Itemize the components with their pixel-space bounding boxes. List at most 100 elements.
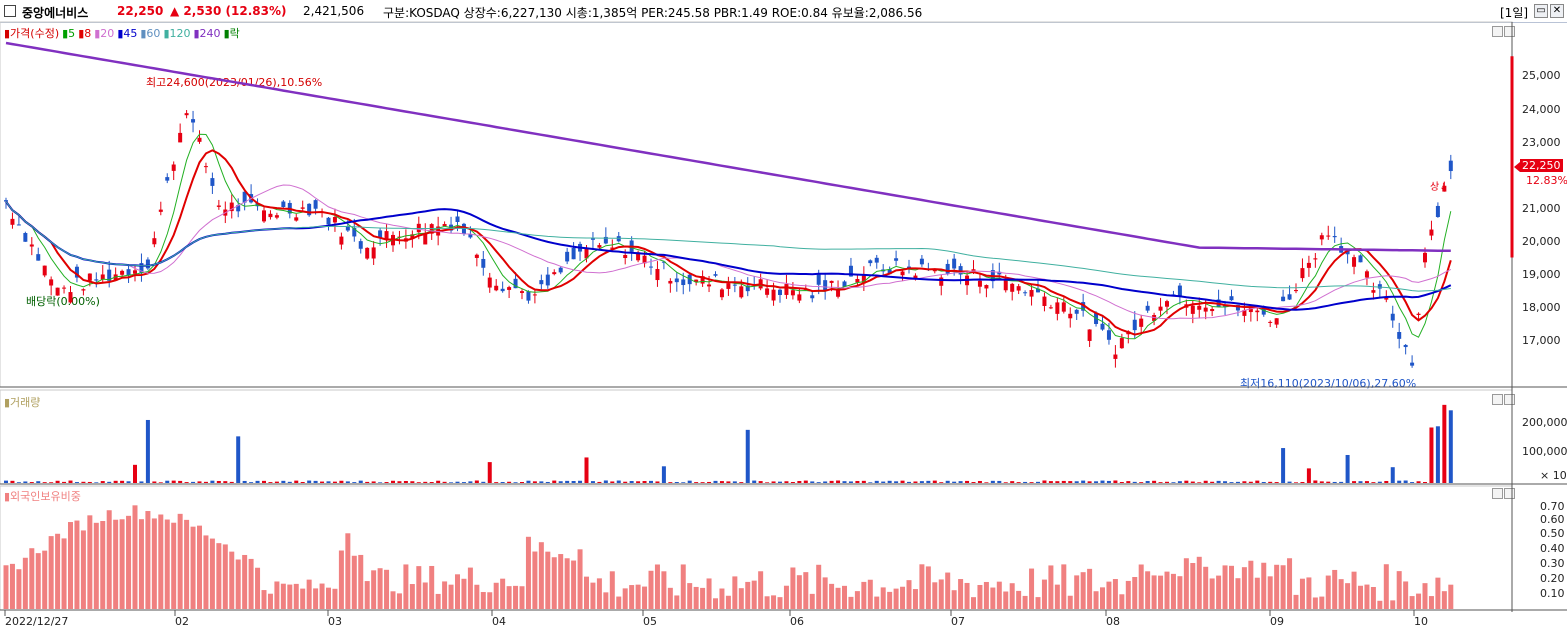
volume-panel-maximize-icon[interactable] [1504,394,1515,405]
volume-bar [49,482,54,483]
foreign-ratio-bar [661,571,667,609]
volume-bar [197,481,202,483]
foreign-ratio-bar [326,587,331,609]
volume-bar [1042,480,1047,483]
legend-item[interactable]: ▮120 [163,27,191,40]
foreign-ratio-bar [900,586,906,609]
volume-bar [745,429,750,483]
volume-bar [507,481,512,483]
candle-body [868,260,873,264]
candle-body [262,210,266,222]
price-panel-minimize-icon[interactable] [1492,26,1503,37]
candle-body [1397,332,1402,339]
foreign-ratio-bar [16,569,22,609]
candle-body [900,271,905,276]
foreign-ratio-bar [1029,568,1035,609]
candle-body [694,279,699,283]
candle-body [997,271,1002,275]
legend-item[interactable]: ▮20 [94,27,115,40]
volume-bar [62,481,67,483]
foreign-ratio-bar [255,567,261,609]
foreign-ratio-bar [532,551,538,609]
foreign-ratio-bar [80,530,86,609]
candle-body [719,289,724,298]
foreign-ratio-bar [1274,564,1280,609]
volume-bar [1197,482,1202,483]
legend-item[interactable]: ▮45 [117,27,138,40]
candle-body [836,290,841,297]
price-panel-maximize-icon[interactable] [1504,26,1515,37]
foreign-ratio-bar [74,520,80,609]
foreign-ratio-bar [1383,564,1389,609]
candle-body [1384,297,1389,300]
foreign-ratio-bar [687,583,693,609]
legend-item[interactable]: ▮5 [62,27,76,40]
legend-item[interactable]: ▮가격(수정) [4,27,60,40]
foreign-ratio-bar [1222,565,1228,609]
foreign-ratio-bar [197,525,202,609]
limit-up-marker: 상↓ [1430,182,1448,193]
volume-bar [823,481,828,483]
candle-body [1100,323,1105,330]
volume-bar [1326,481,1331,483]
candle-body [1203,307,1208,312]
foreign-ratio-bar [1054,584,1060,609]
candle-body [513,278,518,289]
foreign-ratio-bar [558,554,564,609]
stock-info: 구분:KOSDAQ 상장수:6,227,130 시총:1,385억 PER:24… [383,6,923,20]
volume-bar [1087,481,1092,483]
volume-bar [771,481,776,483]
legend-item[interactable]: ▮240 [193,27,221,40]
volume-bar [339,480,344,483]
foreign-ratio-bar [35,553,41,609]
volume-bar [1184,480,1189,483]
candle-body [655,268,660,281]
foreign-ratio-bar [893,588,899,609]
foreign-ratio-bar [1441,591,1447,609]
legend-item[interactable]: ▮락 [223,27,240,40]
foreign-ratio-bar [1041,579,1047,609]
legend-item[interactable]: ▮60 [140,27,161,40]
volume-panel-minimize-icon[interactable] [1492,394,1503,405]
foreign-ratio-bar [100,521,106,609]
candle-body [526,291,531,301]
foreign-ratio-bar [1093,591,1099,609]
candle-body [784,284,789,295]
volume-bar [584,457,589,483]
x-tick: 08 [1106,615,1120,628]
foreign-ratio-bar [364,581,370,609]
candle-body [603,236,608,244]
restore-window-icon[interactable]: ▭ [1534,4,1548,18]
candle-body [345,225,350,231]
volume-bar [571,481,576,483]
candle-body [913,275,918,279]
period-selector[interactable]: [1일] [1500,6,1529,20]
foreign-ytick: 0.50 [1540,527,1565,540]
ma8-line [5,149,1452,336]
foreign-panel-maximize-icon[interactable] [1504,488,1515,499]
volume-bar [952,481,957,483]
foreign-ratio-bar [480,592,486,609]
volume-bar [797,480,802,483]
volume-bar [268,482,273,483]
x-tick: 2022/12/27 [5,615,69,628]
volume-bar [178,480,183,483]
volume-bar [1203,480,1208,483]
volume-bar [1152,480,1157,483]
volume-bar [1435,426,1440,483]
foreign-ratio-bar [564,558,570,609]
close-window-icon[interactable]: ✕ [1550,4,1564,18]
foreign-ratio-bar [1170,573,1176,609]
foreign-ratio-bar [222,544,228,609]
candle-body [1010,283,1015,292]
price-ytick: 25,000 [1522,69,1561,82]
volume-bar [281,480,286,483]
foreign-ratio-bar [977,584,983,609]
volume-bar [397,481,402,483]
select-checkbox[interactable] [4,5,16,17]
volume-bar [1139,482,1144,483]
foreign-ratio-bar [951,590,957,609]
foreign-panel-minimize-icon[interactable] [1492,488,1503,499]
legend-item[interactable]: ▮8 [78,27,92,40]
